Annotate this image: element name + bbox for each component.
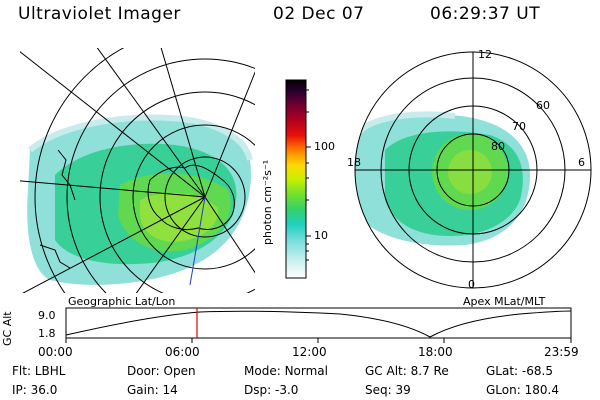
mlt-label-6: 6 bbox=[578, 156, 585, 169]
geographic-label: Geographic Lat/Lon bbox=[68, 295, 176, 308]
mlt-label-12: 12 bbox=[478, 48, 492, 61]
footer-filter: Flt: LBHL bbox=[12, 364, 66, 378]
footer-glat: GLat: -68.5 bbox=[486, 364, 553, 378]
apex-label: Apex MLat/MLT bbox=[463, 295, 546, 308]
colorbar-unit-label: photon cm⁻²s⁻¹ bbox=[261, 159, 274, 245]
timeline-plot bbox=[65, 307, 572, 343]
x-tick-0000: 00:00 bbox=[38, 345, 73, 359]
mlat-label-70: 70 bbox=[512, 120, 526, 133]
y-tick-1-8: 1.8 bbox=[38, 327, 56, 340]
x-tick-2359: 23:59 bbox=[544, 345, 579, 359]
mlat-label-80: 80 bbox=[491, 140, 505, 153]
mlat-label-60: 60 bbox=[536, 99, 550, 112]
footer-glon: GLon: 180.4 bbox=[486, 383, 559, 397]
time: 06:29:37 UT bbox=[430, 4, 541, 24]
footer-ip: IP: 36.0 bbox=[12, 383, 58, 397]
coastline bbox=[147, 164, 235, 231]
date: 02 Dec 07 bbox=[273, 4, 365, 24]
footer-seq: Seq: 39 bbox=[365, 383, 411, 397]
colorbar-tick-100: 100 bbox=[314, 140, 335, 153]
mlt-label-0: 0 bbox=[468, 278, 475, 291]
footer-dsp: Dsp: -3.0 bbox=[244, 383, 299, 397]
apex-map bbox=[354, 51, 592, 289]
y-tick-9: 9.0 bbox=[38, 309, 56, 322]
colorbar bbox=[285, 79, 311, 279]
colorbar-tick-10: 10 bbox=[314, 229, 328, 242]
gc-alt-axis-label: GC Alt bbox=[1, 311, 14, 346]
title: Ultraviolet Imager bbox=[18, 4, 181, 24]
mlt-label-18: 18 bbox=[347, 156, 361, 169]
altitude-curve bbox=[65, 310, 572, 338]
footer-gain: Gain: 14 bbox=[127, 383, 178, 397]
footer-gc-alt: GC Alt: 8.7 Re bbox=[365, 364, 449, 378]
footer-door: Door: Open bbox=[127, 364, 196, 378]
geographic-map bbox=[20, 48, 255, 293]
x-tick-1800: 18:00 bbox=[418, 345, 453, 359]
x-tick-1200: 12:00 bbox=[292, 345, 327, 359]
x-tick-0600: 06:00 bbox=[165, 345, 200, 359]
footer-mode: Mode: Normal bbox=[244, 364, 328, 378]
